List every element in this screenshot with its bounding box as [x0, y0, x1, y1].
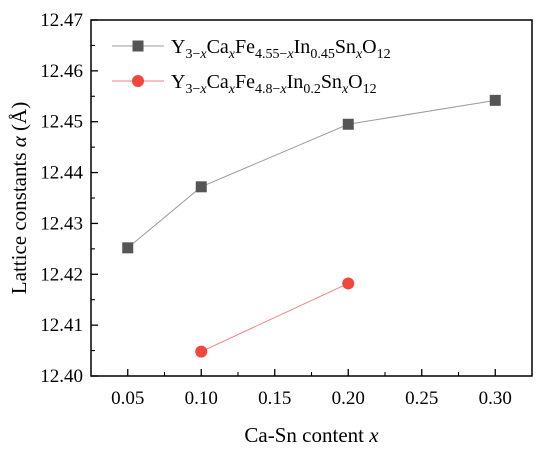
x-tick-label: 0.25: [405, 388, 438, 409]
y-tick-label: 12.44: [40, 163, 83, 184]
legend: Y3−xCaxFe4.55−xIn0.45SnxO12 Y3−xCaxFe4.8−…: [112, 36, 391, 97]
series-line-2: [201, 282, 349, 353]
x-tick-label: 0.20: [332, 388, 365, 409]
x-tick-label: 0.10: [185, 388, 218, 409]
y-axis-title-variable: α: [7, 135, 31, 147]
y-axis-title-text: Lattice constants: [7, 147, 31, 294]
x-axis-title: Ca-Sn content x: [244, 423, 379, 447]
y-tick-label: 12.47: [40, 10, 83, 31]
x-tick-label: 0.05: [111, 388, 144, 409]
data-point-series-1: [342, 118, 354, 130]
series-line-1: [127, 99, 496, 249]
series-lines: [127, 99, 496, 353]
data-point-series-1: [122, 242, 134, 254]
y-tick-label: 12.45: [40, 112, 83, 133]
tick-group: 0.05 0.10 0.15 0.20 0.25 0.30 12.40 12.41 12.42 1…: [40, 10, 512, 409]
x-tick-label: 0.15: [258, 388, 291, 409]
legend-marker: [132, 75, 144, 87]
data-point-series-2: [342, 277, 355, 290]
y-tick-label: 12.46: [40, 61, 83, 82]
y-tick-label: 12.42: [40, 264, 83, 285]
data-point-series-1: [489, 94, 501, 106]
y-tick-label: 12.43: [40, 213, 83, 234]
series-markers: [122, 94, 501, 358]
x-axis-title-variable: x: [368, 423, 379, 447]
legend-label: Y3−xCaxFe4.8−xIn0.2SnxO12: [171, 71, 377, 97]
y-tick-label: 12.41: [40, 315, 83, 336]
x-tick-label: 0.30: [479, 388, 512, 409]
data-point-series-2: [195, 345, 208, 358]
plot-frame: [90, 19, 533, 377]
data-point-series-1: [195, 181, 207, 193]
y-axis-title: Lattice constants α (Å): [7, 102, 31, 294]
legend-label: Y3−xCaxFe4.55−xIn0.45SnxO12: [171, 36, 391, 62]
x-axis-title-text: Ca-Sn content: [244, 423, 369, 447]
y-axis-title-unit: (Å): [7, 102, 31, 136]
legend-marker: [132, 40, 144, 52]
y-tick-label: 12.40: [40, 366, 83, 387]
